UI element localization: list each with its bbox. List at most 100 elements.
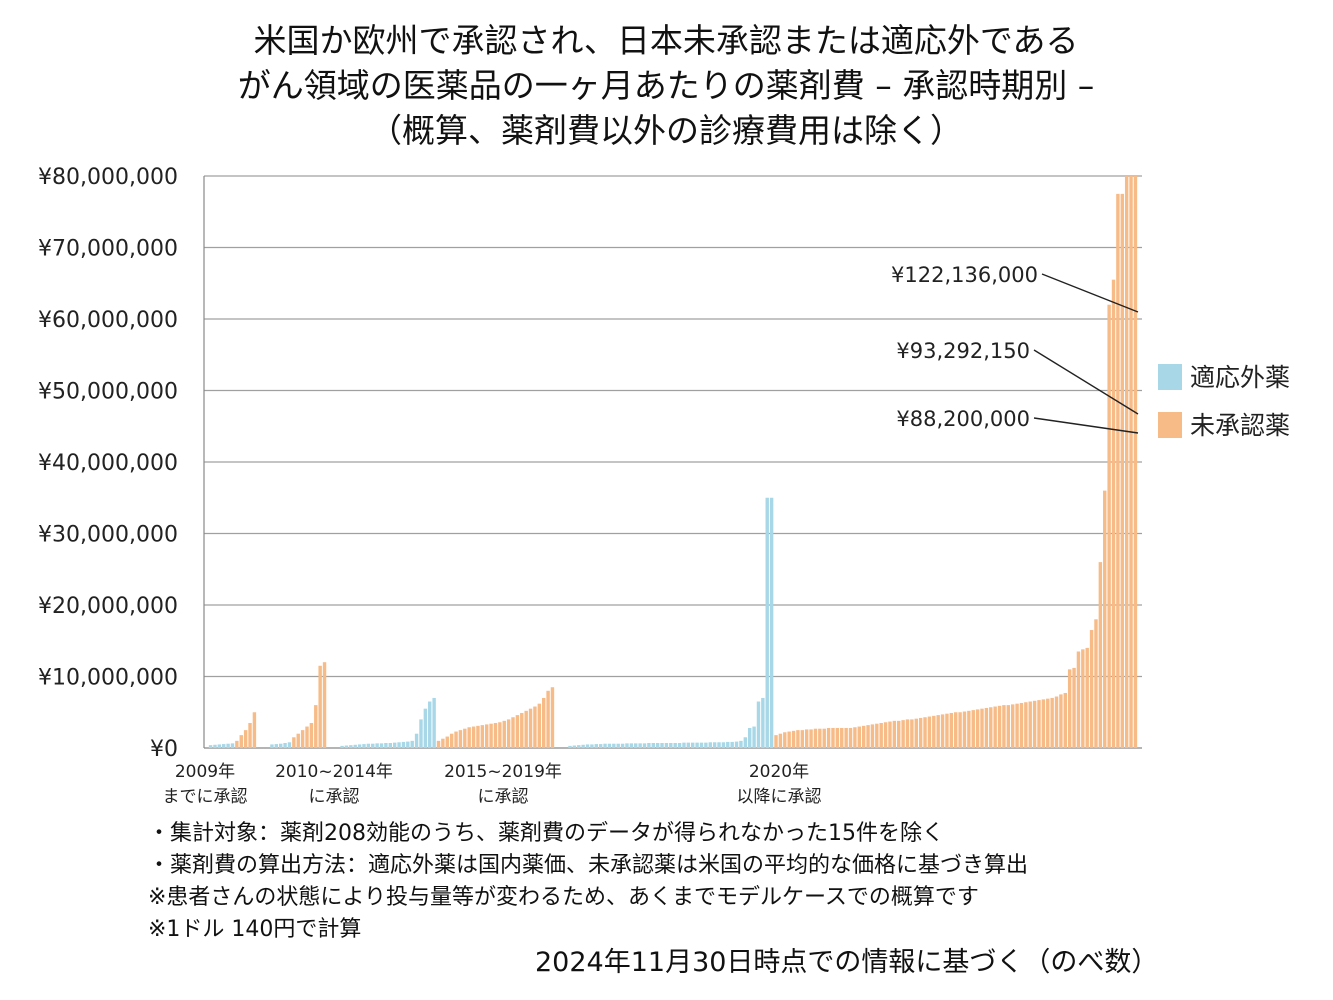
bar-offlabel <box>739 740 743 748</box>
bar-unapproved <box>879 722 883 748</box>
bar-unapproved <box>463 728 467 748</box>
bar-unapproved <box>954 712 958 748</box>
bar-unapproved <box>458 730 463 749</box>
note-line-4: ※1ドル 140円で計算 <box>148 917 362 942</box>
bar-unapproved <box>528 708 533 748</box>
bar-unapproved <box>1107 304 1111 748</box>
bar-unapproved <box>892 720 897 748</box>
bar-unapproved <box>848 727 853 748</box>
y-tick-label: ¥50,000,000 <box>38 380 178 405</box>
x-category-label: 以降に承認 <box>737 787 822 807</box>
bar-unapproved <box>905 719 910 748</box>
bar-unapproved <box>804 729 809 748</box>
bar-unapproved <box>445 736 449 748</box>
bar-offlabel <box>669 743 673 748</box>
bar-offlabel <box>655 743 660 748</box>
bar-offlabel <box>634 743 638 748</box>
legend-label-offlabel: 適応外薬 <box>1190 363 1290 392</box>
bar-unapproved <box>243 730 248 749</box>
bar-offlabel <box>712 742 717 748</box>
bar-unapproved <box>1059 694 1063 749</box>
bar-unapproved <box>1024 702 1028 748</box>
bar-offlabel <box>730 741 734 748</box>
bar-unapproved <box>511 717 515 748</box>
value-annotations: ¥122,136,000 ¥93,292,150 ¥88,200,000 <box>891 263 1139 434</box>
bar-unapproved <box>235 740 239 748</box>
bar-unapproved <box>1041 699 1046 748</box>
bar-offlabel <box>594 744 598 748</box>
bar-offlabel <box>283 743 287 748</box>
bar-unapproved <box>1032 700 1037 748</box>
bar-unapproved <box>857 726 861 748</box>
bar-offlabel <box>213 744 217 748</box>
bar-offlabel <box>279 743 283 748</box>
bar-offlabel <box>287 742 292 748</box>
note-line-3: ※患者さんの状態により投与量等が変わるため、あくまでモデルケースでの概算です <box>148 885 979 910</box>
bar-offlabel <box>406 741 410 748</box>
note-line-2: ・薬剤費の算出方法：適応外薬は国内薬価、未承認薬は米国の平均的な価格に基づき算出 <box>148 853 1029 878</box>
bar-unapproved <box>993 706 997 748</box>
bar-offlabel <box>366 743 371 748</box>
bar-unapproved <box>252 712 257 748</box>
bar-unapproved <box>818 728 822 748</box>
bar-unapproved <box>1120 193 1124 749</box>
bar-unapproved <box>853 727 857 748</box>
bar-offlabel <box>375 743 379 748</box>
bar-offlabel <box>371 743 375 748</box>
bar-unapproved <box>292 737 296 748</box>
bar-unapproved <box>493 722 498 748</box>
bar-unapproved <box>897 720 901 748</box>
bar-offlabel <box>379 743 384 748</box>
bar-unapproved <box>945 713 949 748</box>
bar-offlabel <box>629 743 634 748</box>
legend: 適応外薬 未承認薬 <box>1158 363 1290 440</box>
bar-offlabel <box>612 743 616 748</box>
y-tick-label: ¥70,000,000 <box>38 237 178 262</box>
date-note: 2024年11月30日時点での情報に基づく（のべ数） <box>535 947 1159 978</box>
bar-unapproved <box>844 727 848 748</box>
bar-offlabel <box>428 701 432 748</box>
bar-unapproved <box>866 725 870 748</box>
chart-title-line-1: 米国か欧州で承認され、日本未承認または適応外である <box>254 21 1079 60</box>
bar-unapproved <box>1010 704 1015 748</box>
bar-unapproved <box>936 715 940 748</box>
y-axis-tick-labels: ¥0 ¥10,000,000 ¥20,000,000 ¥30,000,000 ¥40,0… <box>38 165 178 762</box>
y-tick-label: ¥80,000,000 <box>38 165 178 190</box>
note-line-1: ・集計対象：薬剤208効能のうち、薬剤費のデータが得られなかった15件を除く <box>148 821 944 846</box>
bar-unapproved <box>826 727 831 748</box>
bar-unapproved <box>791 730 796 748</box>
bar-offlabel <box>270 744 274 748</box>
bar-unapproved <box>239 735 243 748</box>
bar-offlabel <box>682 742 686 748</box>
bar-unapproved <box>980 708 984 748</box>
bar-unapproved <box>436 740 441 748</box>
y-tick-label: ¥60,000,000 <box>38 308 178 333</box>
bar-unapproved <box>309 722 314 748</box>
bar-offlabel <box>598 744 603 748</box>
bar-unapproved <box>989 707 993 748</box>
bar-offlabel <box>419 719 423 748</box>
x-category-label: までに承認 <box>163 787 248 807</box>
bar-unapproved <box>787 731 791 748</box>
bar-offlabel <box>353 744 357 748</box>
bar-unapproved <box>778 733 783 748</box>
bar-unapproved <box>1072 667 1076 748</box>
bar-offlabel <box>752 726 756 748</box>
bar-offlabel <box>647 743 651 748</box>
bar-unapproved <box>485 724 489 748</box>
bar-unapproved <box>506 719 511 748</box>
bar-offlabel <box>651 743 655 748</box>
bar-unapproved <box>1094 619 1098 748</box>
legend-swatch-offlabel <box>1158 364 1182 390</box>
bar-offlabel <box>765 497 769 748</box>
bar-unapproved <box>1046 698 1050 748</box>
bar-unapproved <box>958 712 962 748</box>
y-tick-label: ¥0 <box>150 737 178 762</box>
bar-unapproved <box>927 716 932 748</box>
bar-offlabel <box>734 741 739 748</box>
bar-unapproved <box>449 733 454 748</box>
bar-offlabel <box>585 744 590 748</box>
x-category-label: 2010~2014年 <box>275 762 393 782</box>
